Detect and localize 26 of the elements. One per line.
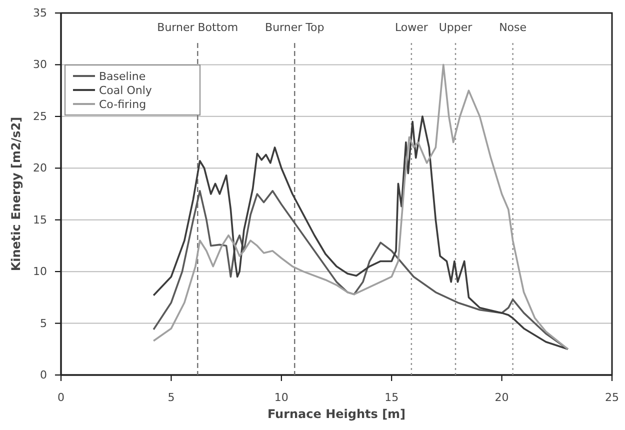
legend-label: Baseline <box>99 70 146 83</box>
y-tick-label: 0 <box>40 368 47 382</box>
y-tick-label: 25 <box>33 110 47 123</box>
y-tick-label: 5 <box>40 316 47 330</box>
legend-label: Co-firing <box>99 98 146 111</box>
x-tick-label: 25 <box>605 390 619 404</box>
x-tick-label: 20 <box>494 390 509 404</box>
y-tick-label: 30 <box>33 58 47 72</box>
ref-line-label: Nose <box>499 21 527 34</box>
ref-line-label: Lower <box>394 21 428 34</box>
x-tick-label: 10 <box>274 390 288 404</box>
x-tick-label: 5 <box>168 390 175 404</box>
line-series <box>152 64 569 350</box>
y-tick-label: 10 <box>33 265 47 278</box>
y-axis-title: Kinetic Energy [m2/s2] <box>9 116 23 272</box>
x-axis-title: Furnace Heights [m] <box>267 407 406 421</box>
y-tick-label: 15 <box>33 213 47 226</box>
ref-line-label: Burner Bottom <box>157 21 238 34</box>
y-tick-label: 20 <box>33 162 47 175</box>
ref-line-label: Upper <box>438 21 473 34</box>
line-series <box>152 116 569 350</box>
x-tick-label: 15 <box>384 390 399 404</box>
y-tick-label: 35 <box>33 6 47 20</box>
x-tick-label: 0 <box>58 390 64 404</box>
ref-line-label: Burner Top <box>265 21 324 34</box>
legend-label: Coal Only <box>99 84 152 97</box>
